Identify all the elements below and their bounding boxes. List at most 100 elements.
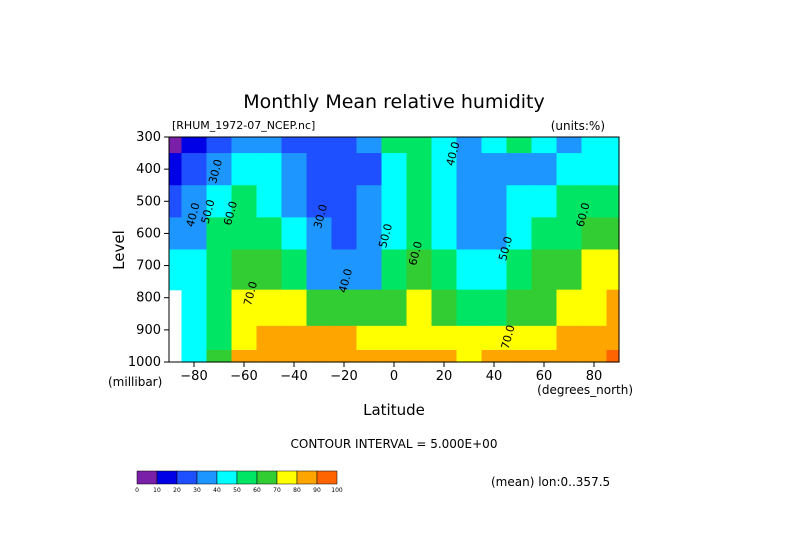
colorbar-tick-label: 70 bbox=[273, 487, 281, 494]
heatmap-cell bbox=[281, 289, 308, 327]
contour-label: 60.0 bbox=[406, 240, 425, 267]
colorbar-swatch bbox=[156, 470, 178, 485]
heatmap-cell bbox=[456, 325, 483, 351]
colorbar-tick-label: 60 bbox=[253, 487, 261, 494]
x-axis-units: (degrees_north) bbox=[537, 383, 633, 397]
heatmap-cell bbox=[556, 137, 583, 154]
heatmap-cell bbox=[281, 249, 308, 291]
heatmap-cell bbox=[331, 349, 358, 363]
heatmap-cell bbox=[181, 325, 208, 351]
y-tick-label: 400 bbox=[136, 162, 161, 177]
contour-label: 30.0 bbox=[311, 203, 330, 230]
heatmap-cell bbox=[606, 249, 620, 291]
colorbar-tick-label: 20 bbox=[173, 487, 181, 494]
heatmap-cell bbox=[506, 185, 533, 218]
heatmap-cell bbox=[431, 349, 458, 363]
heatmap-cell bbox=[181, 249, 208, 291]
heatmap-cell bbox=[606, 325, 620, 351]
heatmap-cell bbox=[331, 325, 358, 351]
heatmap-cell bbox=[431, 217, 458, 251]
x-axis-ticks: −80 −60 −40 −20 0 20 40 60 80 bbox=[180, 362, 602, 384]
heatmap-cell bbox=[306, 217, 333, 251]
colorbar-swatch bbox=[256, 470, 278, 485]
heatmap-cell bbox=[169, 153, 183, 186]
heatmap-cell bbox=[356, 349, 383, 363]
heatmap-cell bbox=[481, 289, 508, 327]
heatmap-cell bbox=[181, 185, 208, 218]
heatmap-cell bbox=[606, 185, 620, 218]
colorbar-tick-label: 0 bbox=[135, 487, 139, 494]
heatmap-cell bbox=[431, 325, 458, 351]
heatmap-cell bbox=[306, 289, 333, 327]
contour-label: 70.0 bbox=[241, 280, 260, 307]
y-tick-label: 1000 bbox=[128, 355, 161, 370]
heatmap-cell bbox=[281, 217, 308, 251]
heatmap-cell bbox=[231, 289, 258, 327]
x-tick-label: 60 bbox=[536, 369, 553, 384]
heatmap-cell bbox=[231, 137, 258, 154]
chart-title: Monthly Mean relative humidity bbox=[243, 91, 545, 113]
heatmap-cell bbox=[556, 185, 583, 218]
heatmap-cell bbox=[331, 153, 358, 186]
heatmap-cell bbox=[256, 217, 283, 251]
heatmap-cell bbox=[481, 217, 508, 251]
heatmap-cell bbox=[169, 249, 183, 291]
heatmap-cell bbox=[431, 137, 458, 154]
y-tick-label: 500 bbox=[136, 194, 161, 209]
heatmap-cell bbox=[331, 137, 358, 154]
heatmap-cell bbox=[231, 349, 258, 363]
dataset-label: [RHUM_1972-07_NCEP.nc] bbox=[172, 119, 315, 132]
heatmap-cell bbox=[431, 185, 458, 218]
heatmap-cell bbox=[606, 137, 620, 154]
colorbar-tick-label: 30 bbox=[193, 487, 201, 494]
heatmap-cell bbox=[481, 185, 508, 218]
averaging-label: (mean) lon:0..357.5 bbox=[491, 475, 610, 489]
heatmap-cell bbox=[356, 217, 383, 251]
heatmap-cell bbox=[481, 153, 508, 186]
heatmap-cell bbox=[431, 249, 458, 291]
x-tick-label: −20 bbox=[330, 369, 357, 384]
heatmap-cell bbox=[181, 289, 208, 327]
heatmap-cell bbox=[406, 349, 433, 363]
colorbar-tick-label: 90 bbox=[313, 487, 321, 494]
heatmap-cell bbox=[581, 349, 608, 363]
colorbar-tick-label: 80 bbox=[293, 487, 301, 494]
heatmap-cell bbox=[456, 249, 483, 291]
contour-label: 40.0 bbox=[184, 201, 203, 228]
heatmap-cell bbox=[606, 153, 620, 186]
heatmap-cell bbox=[206, 137, 233, 154]
y-axis-ticks: 300 400 500 600 700 800 900 1000 bbox=[128, 130, 169, 370]
heatmap-cell bbox=[506, 289, 533, 327]
heatmap-cell bbox=[606, 217, 620, 251]
heatmap-cell bbox=[256, 185, 283, 218]
x-tick-label: 80 bbox=[586, 369, 603, 384]
colorbar-swatch bbox=[296, 470, 318, 485]
heatmap-cell bbox=[556, 217, 583, 251]
contour-label: 40.0 bbox=[336, 267, 355, 294]
contour-label: 60.0 bbox=[574, 201, 593, 228]
x-tick-label: 40 bbox=[486, 369, 503, 384]
contour-label: 40.0 bbox=[444, 140, 463, 167]
heatmap-cell bbox=[331, 185, 358, 218]
contour-label: 60.0 bbox=[221, 200, 240, 227]
heatmap-cell bbox=[531, 185, 558, 218]
heatmap-cell bbox=[306, 325, 333, 351]
heatmap-cell bbox=[206, 289, 233, 327]
heatmap-cell bbox=[481, 325, 508, 351]
heatmap-cell bbox=[531, 137, 558, 154]
heatmap-cell bbox=[281, 153, 308, 186]
heatmap-cell bbox=[581, 153, 608, 186]
heatmap-cell bbox=[281, 185, 308, 218]
heatmap-cell bbox=[456, 185, 483, 218]
contour-interval-label: CONTOUR INTERVAL = 5.000E+00 bbox=[291, 437, 498, 451]
heatmap-cell bbox=[406, 249, 433, 291]
heatmap-cell bbox=[531, 325, 558, 351]
heatmap-cell bbox=[381, 185, 408, 218]
heatmap-cell bbox=[581, 289, 608, 327]
y-tick-label: 300 bbox=[136, 130, 161, 145]
heatmap-cell bbox=[206, 325, 233, 351]
heatmap-cell bbox=[206, 217, 233, 251]
heatmap-cell bbox=[581, 185, 608, 218]
heatmap-cell bbox=[531, 249, 558, 291]
heatmap-cell bbox=[381, 137, 408, 154]
